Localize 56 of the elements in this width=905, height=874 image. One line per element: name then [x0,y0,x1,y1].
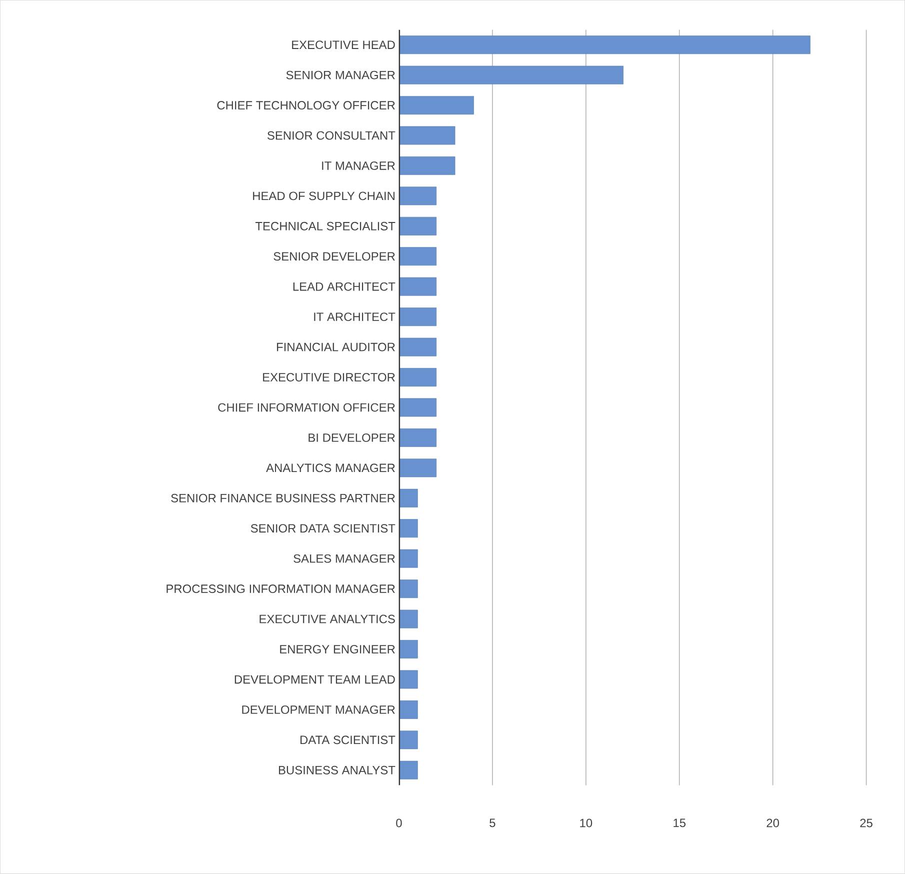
y-tick-label: DATA SCIENTIST [300,736,396,744]
bar [398,730,418,750]
y-tick-label: BUSINESS ANALYST [278,766,396,774]
y-tick-label: SENIOR CONSULTANT [267,131,396,140]
y-tick-label: IT ARCHITECT [314,312,396,322]
bar [398,338,437,356]
bar [398,216,437,236]
bar [398,308,437,326]
x-tick-label: 0 [396,818,402,828]
bar [398,610,418,628]
bar [398,519,418,538]
y-tick-label: EXECUTIVE ANALYTICS [260,614,395,624]
bar [398,36,810,54]
y-tick-label: SENIOR DATA SCIENTIST [250,524,396,533]
x-tick-label: 25 [860,818,872,828]
bar [398,760,418,780]
bar [398,580,418,598]
bar [398,398,437,417]
y-tick-label: ENERGY ENGINEER [280,645,395,654]
y-tick-label: EXECUTIVE DIRECTOR [263,373,395,382]
y-tick-label: LEAD ARCHITECT [293,282,396,291]
y-tick-label: DEVELOPMENT MANAGER [242,705,395,714]
y-tick-label: IT MANAGER [322,161,395,170]
bar [398,549,418,568]
y-tick-label: SALES MANAGER [294,554,395,563]
bar [398,640,418,658]
bar [398,368,437,386]
bar [398,66,624,84]
y-tick-label: PROCESSING INFORMATION MANAGER [166,584,395,594]
y-tick-label: BI DEVELOPER [308,433,395,442]
y-tick-label: HEAD OF SUPPLY CHAIN [253,192,394,200]
y-tick-label: CHIEF INFORMATION OFFICER [218,403,395,412]
y-tick-label: ANALYTICS MANAGER [266,464,395,472]
x-tick-label: 10 [580,818,592,828]
bar [398,247,437,266]
y-tick-label: CHIEF TECHNOLOGY OFFICER [217,101,395,110]
y-tick-label: TECHNICAL SPECIALIST [255,222,396,230]
y-tick-label: SENIOR MANAGER [286,70,395,80]
bar [398,458,437,478]
y-tick-label: SENIOR DEVELOPER [274,252,395,261]
x-tick-label: 20 [766,818,780,828]
bar [398,277,437,296]
y-tick-label: FINANCIAL AUDITOR [277,342,395,352]
x-tick-label: 15 [674,818,686,828]
bar [398,186,437,206]
bar [398,488,418,508]
bar [398,700,418,719]
bar [398,428,437,447]
x-tick-label: 5 [490,818,496,828]
y-tick-label: SENIOR FINANCE BUSINESS PARTNER [171,494,395,502]
bar [398,96,474,114]
y-tick-label: EXECUTIVE HEAD [292,40,395,50]
y-tick-label: DEVELOPMENT TEAM LEAD [234,675,395,684]
bar [398,126,456,145]
bar [398,156,456,175]
bar [398,670,418,689]
